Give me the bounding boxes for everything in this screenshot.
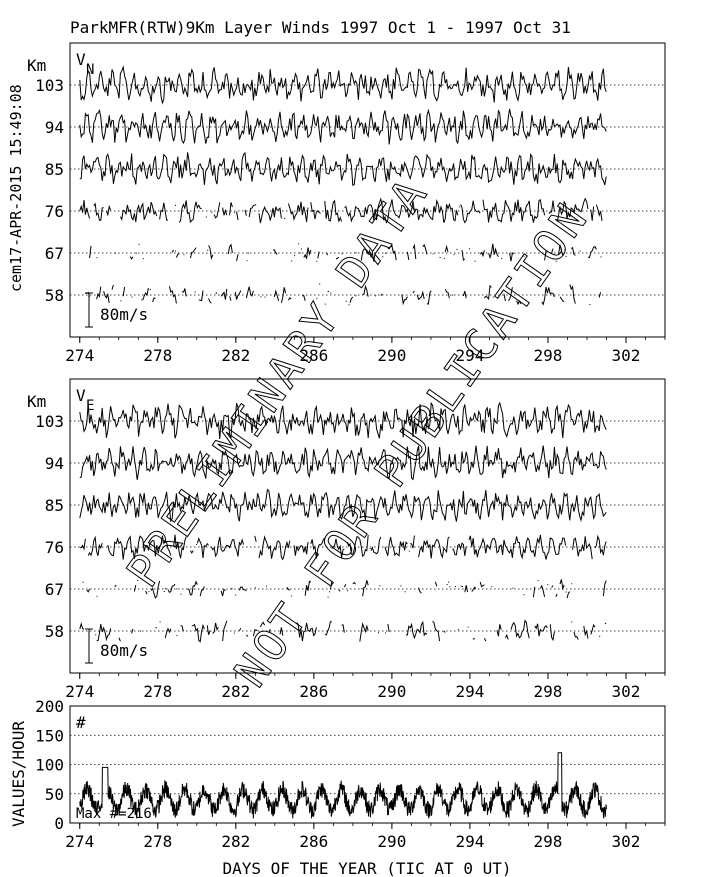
vn-alt-tick-67: 67 bbox=[45, 244, 64, 263]
vn-trace-103 bbox=[79, 65, 607, 105]
vn-alt-tick-94: 94 bbox=[45, 118, 64, 137]
ve-x-tick-282: 282 bbox=[221, 682, 250, 701]
ve-x-tick-302: 302 bbox=[612, 682, 641, 701]
vn-alt-tick-76: 76 bbox=[45, 202, 64, 221]
ve-trace-76 bbox=[79, 534, 607, 561]
vn-scale-label: 80m/s bbox=[100, 305, 148, 324]
ve-alt-tick-67: 67 bbox=[45, 580, 64, 599]
count-trace bbox=[79, 752, 607, 819]
ve-frame bbox=[69, 378, 666, 674]
vn-component-sub: N bbox=[86, 62, 94, 78]
vn-x-tick-298: 298 bbox=[533, 346, 562, 365]
watermark-line1: PRELIMINARY DATA bbox=[117, 167, 439, 596]
ve-x-tick-278: 278 bbox=[143, 682, 172, 701]
count-x-tick-290: 290 bbox=[377, 832, 406, 851]
panel-ve: Km VE 103 94 85 76 67 58 80m/s 274 278 282 286 290 294… bbox=[27, 378, 666, 701]
chart-title: ParkMFR(RTW)9Km Layer Winds 1997 Oct 1 -… bbox=[70, 18, 571, 37]
count-x-tick-298: 298 bbox=[533, 832, 562, 851]
ve-x-tick-294: 294 bbox=[455, 682, 484, 701]
count-x-tick-274: 274 bbox=[65, 832, 94, 851]
ve-alt-tick-94: 94 bbox=[45, 454, 64, 473]
count-max-label: Max #=216 bbox=[76, 806, 152, 822]
ve-alt-tick-103: 103 bbox=[35, 412, 64, 431]
ve-alt-tick-58: 58 bbox=[45, 622, 64, 641]
vn-x-tick-282: 282 bbox=[221, 346, 250, 365]
vn-x-tick-290: 290 bbox=[377, 346, 406, 365]
vn-x-tick-286: 286 bbox=[299, 346, 328, 365]
ve-trace-85 bbox=[79, 488, 607, 523]
count-y-tick-200: 200 bbox=[35, 697, 64, 716]
ve-trace-94 bbox=[79, 445, 607, 481]
ve-ylabel: Km bbox=[27, 392, 46, 411]
vn-x-tick-294: 294 bbox=[455, 346, 484, 365]
panel-vn: Km VN 103 94 85 76 67 58 80m/s 274 278 282 286 290 294… bbox=[27, 42, 666, 365]
count-x-tick-278: 278 bbox=[143, 832, 172, 851]
count-y-tick-50: 50 bbox=[45, 785, 64, 804]
panel-count: 0 50 100 150 200 VALUES/HOUR # Max #=216 274 278 2… bbox=[9, 697, 666, 851]
ve-trace-58 bbox=[79, 619, 607, 643]
count-y-tick-0: 0 bbox=[54, 814, 64, 833]
ve-trace-67 bbox=[82, 579, 607, 599]
ve-x-tick-286: 286 bbox=[299, 682, 328, 701]
ve-x-tick-290: 290 bbox=[377, 682, 406, 701]
vn-trace-94 bbox=[79, 108, 607, 145]
vn-x-tick-302: 302 bbox=[612, 346, 641, 365]
vn-alt-tick-58: 58 bbox=[45, 286, 64, 305]
watermark-line2: NOT FOR PUBLICATION bbox=[225, 192, 599, 696]
count-x-tick-282: 282 bbox=[221, 832, 250, 851]
count-x-tick-294: 294 bbox=[455, 832, 484, 851]
vn-frame bbox=[69, 42, 666, 338]
ve-trace-103 bbox=[79, 401, 607, 440]
ve-component-label: V bbox=[76, 386, 86, 405]
count-y-tick-100: 100 bbox=[35, 756, 64, 775]
vn-alt-tick-85: 85 bbox=[45, 160, 64, 179]
vn-trace-67 bbox=[89, 243, 602, 262]
x-axis-label: DAYS OF THE YEAR (TIC AT 0 UT) bbox=[223, 859, 512, 877]
ve-scale-label: 80m/s bbox=[100, 641, 148, 660]
ve-x-tick-274: 274 bbox=[65, 682, 94, 701]
count-y-tick-150: 150 bbox=[35, 726, 64, 745]
count-x-tick-302: 302 bbox=[612, 832, 641, 851]
vn-component-label: V bbox=[76, 50, 86, 69]
ve-x-tick-298: 298 bbox=[533, 682, 562, 701]
vn-ylabel: Km bbox=[27, 56, 46, 75]
count-x-tick-286: 286 bbox=[299, 832, 328, 851]
vn-x-tick-274: 274 bbox=[65, 346, 94, 365]
vn-alt-tick-103: 103 bbox=[35, 76, 64, 95]
count-marker: # bbox=[76, 713, 86, 732]
ve-alt-tick-85: 85 bbox=[45, 496, 64, 515]
count-ylabel: VALUES/HOUR bbox=[9, 721, 28, 827]
ve-alt-tick-76: 76 bbox=[45, 538, 64, 557]
timestamp-stamp: cem17-APR-2015 15:49:08 bbox=[7, 84, 25, 292]
vn-trace-85 bbox=[79, 151, 607, 186]
vn-x-tick-278: 278 bbox=[143, 346, 172, 365]
ve-component-sub: E bbox=[86, 398, 94, 414]
